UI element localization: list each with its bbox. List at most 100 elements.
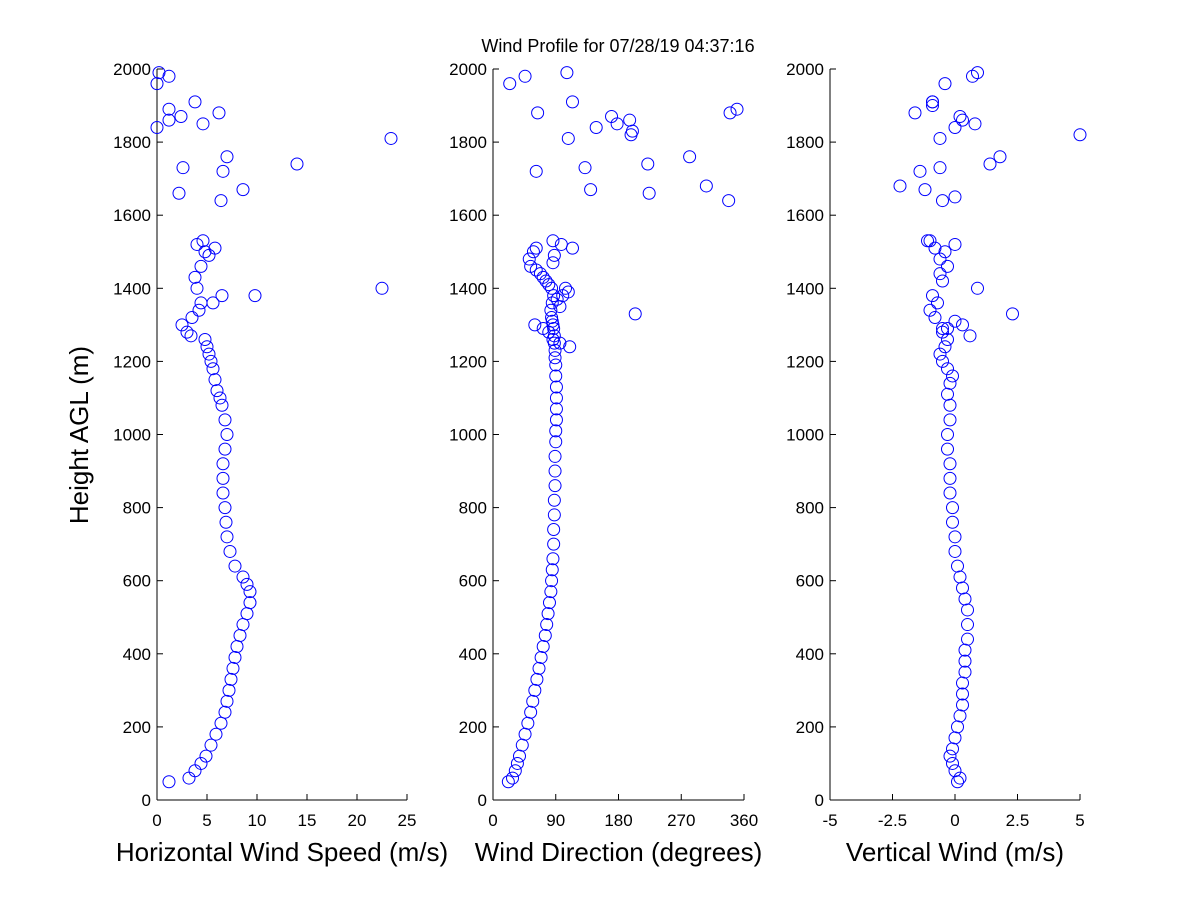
data-point [563, 340, 577, 354]
data-point [216, 164, 230, 178]
data-point [933, 267, 947, 281]
x-tick-label: 20 [348, 811, 367, 830]
data-point [578, 161, 592, 175]
y-tick-label: 1400 [449, 279, 487, 298]
data-point [584, 183, 598, 197]
data-point [951, 775, 964, 789]
data-point [933, 131, 947, 145]
data-point [243, 585, 257, 599]
data-point [1006, 307, 1019, 321]
y-tick-label: 2000 [449, 60, 487, 79]
data-point [946, 742, 959, 756]
data-point [548, 343, 562, 357]
data-point [175, 318, 189, 332]
data-point [224, 672, 238, 686]
data-point [642, 186, 656, 200]
data-point [943, 413, 957, 427]
data-point [510, 756, 524, 770]
data-point [946, 369, 959, 383]
data-point [923, 234, 937, 248]
data-point [933, 347, 947, 361]
data-point [243, 596, 257, 610]
y-tick-label: 1800 [449, 133, 487, 152]
x-tick-label: 180 [604, 811, 632, 830]
data-point [941, 428, 954, 441]
data-point [185, 311, 199, 325]
data-point [547, 537, 561, 551]
data-point [553, 336, 567, 350]
data-point [943, 471, 957, 485]
y-tick-label: 0 [815, 791, 824, 810]
data-point [230, 639, 244, 653]
data-point [928, 311, 942, 325]
data-point [946, 515, 959, 529]
data-point [926, 95, 939, 109]
data-point [936, 274, 949, 288]
data-point [958, 654, 972, 668]
y-tick-label: 600 [459, 572, 487, 591]
data-point [501, 775, 515, 789]
data-point [206, 362, 220, 376]
data-point [623, 113, 637, 127]
data-point [199, 749, 213, 763]
data-point [202, 347, 216, 361]
data-point [194, 756, 208, 770]
data-point [528, 683, 542, 697]
data-point [921, 234, 934, 248]
data-point [948, 764, 962, 778]
data-point [549, 369, 563, 383]
y-tick-label: 200 [796, 718, 824, 737]
y-tick-label: 0 [142, 791, 151, 810]
data-point [968, 117, 982, 131]
data-point [532, 661, 546, 675]
data-point [589, 120, 603, 134]
data-point [210, 384, 224, 398]
data-point [236, 183, 250, 197]
data-point [540, 618, 554, 632]
data-point [534, 650, 548, 664]
data-point [538, 629, 552, 643]
data-point [1073, 128, 1087, 142]
y-tick-label: 2000 [113, 60, 151, 79]
data-point [933, 252, 947, 266]
data-point [546, 332, 560, 346]
data-point [546, 552, 560, 566]
data-point [956, 676, 969, 690]
data-point [961, 618, 974, 632]
data-point [536, 639, 550, 653]
data-point [214, 194, 228, 208]
data-point [953, 110, 967, 124]
data-point [548, 351, 562, 365]
data-point [162, 69, 176, 83]
data-point [503, 77, 517, 91]
data-point [561, 131, 575, 145]
data-point [547, 508, 561, 522]
data-point [218, 413, 232, 427]
data-point [938, 340, 952, 354]
data-point [963, 329, 977, 343]
data-point [533, 267, 547, 281]
x-tick-label: -2.5 [878, 811, 907, 830]
data-point [375, 281, 389, 295]
panel-3: 0 200 400 600 800 1000 1200 1400 1600 1800 2000 -5 -… [786, 60, 1087, 867]
y-tick-label: 1000 [449, 426, 487, 445]
x-tick-label: -5 [822, 811, 837, 830]
data-point [560, 66, 574, 80]
data-point [228, 559, 242, 573]
data-point [384, 131, 398, 145]
data-point [213, 391, 227, 405]
data-point [522, 252, 536, 266]
data-point [218, 501, 232, 515]
x-tick-label: 90 [546, 811, 565, 830]
data-point [946, 756, 959, 770]
data-point [544, 585, 558, 599]
data-point [236, 570, 250, 584]
x-tick-label: 0 [950, 811, 959, 830]
data-point [948, 544, 962, 558]
data-point [176, 161, 190, 175]
data-point [948, 190, 962, 204]
data-point [943, 398, 957, 412]
data-point [204, 354, 218, 368]
